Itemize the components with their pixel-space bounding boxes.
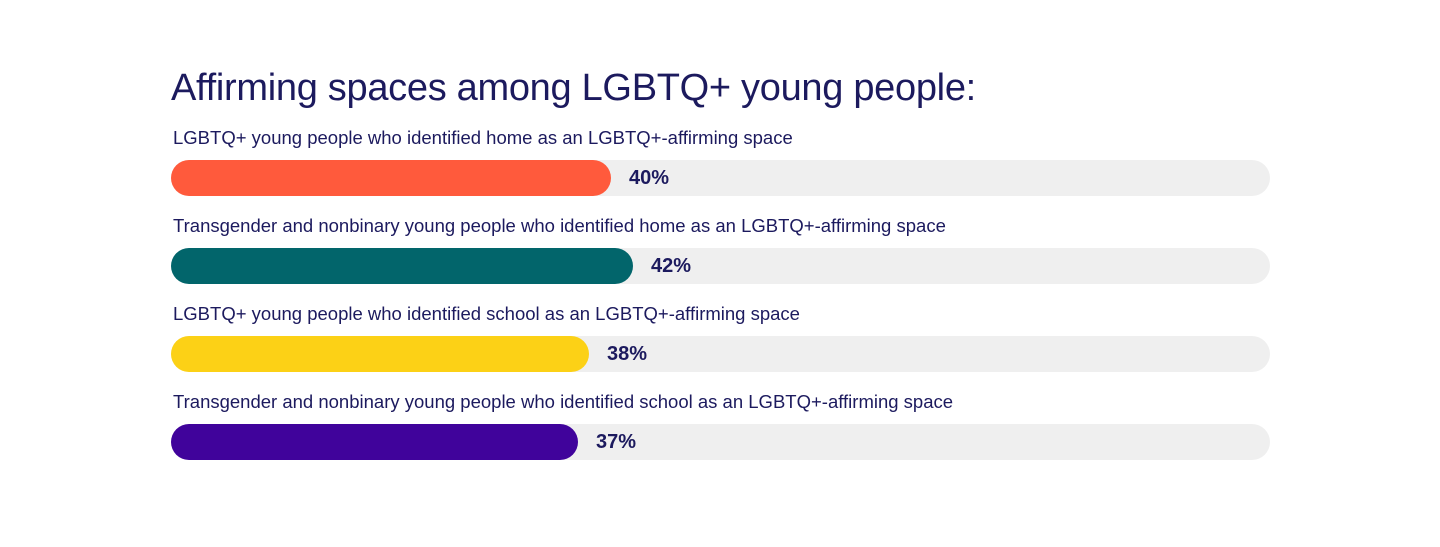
chart-title: Affirming spaces among LGBTQ+ young peop…: [171, 67, 976, 109]
bar: [171, 424, 578, 460]
bar-category-label: Transgender and nonbinary young people w…: [173, 215, 946, 236]
bar-row: LGBTQ+ young people who identified schoo…: [171, 303, 1271, 396]
bar-row: LGBTQ+ young people who identified home …: [171, 127, 1271, 220]
bar-category-label: LGBTQ+ young people who identified home …: [173, 127, 793, 148]
bar-value-label: 40%: [629, 167, 670, 189]
chart: Affirming spaces among LGBTQ+ young peop…: [171, 62, 1271, 484]
bar-category-label: LGBTQ+ young people who identified schoo…: [173, 303, 800, 324]
bar-track: 40%: [171, 160, 1270, 196]
bar-track: 37%: [171, 424, 1270, 460]
bar-value-label: 38%: [607, 343, 648, 365]
bar: [171, 160, 611, 196]
bar: [171, 248, 633, 284]
bar-category-label: Transgender and nonbinary young people w…: [173, 391, 954, 412]
bar-value-label: 42%: [651, 255, 692, 277]
bar-row: Transgender and nonbinary young people w…: [171, 215, 1271, 308]
bar-rows: LGBTQ+ young people who identified home …: [171, 127, 1271, 484]
bar: [171, 336, 589, 372]
bar-row: Transgender and nonbinary young people w…: [171, 391, 1271, 484]
bar-value-label: 37%: [596, 431, 637, 453]
bar-track: 42%: [171, 248, 1270, 284]
bar-track: 38%: [171, 336, 1270, 372]
